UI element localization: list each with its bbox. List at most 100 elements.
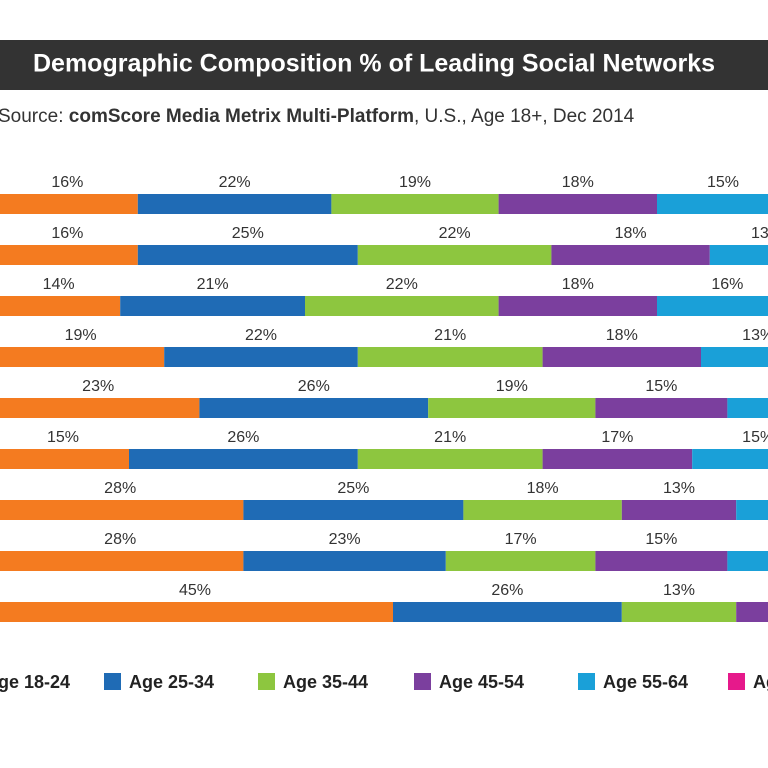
bar-segment [498,194,657,214]
bar-segment [727,398,768,418]
data-label: 21% [434,429,466,446]
bar-segment [692,449,768,469]
bar-segment [727,551,768,571]
bar-segment [709,245,768,265]
bar-segment [331,194,499,214]
bar-segment [357,245,552,265]
legend-label: Age 45-54 [439,672,524,692]
bar-segment [0,602,393,622]
data-label: 23% [329,531,361,548]
data-label: 18% [562,276,594,293]
bar-segment [428,398,596,418]
bar-segment [498,296,657,316]
data-label: 26% [298,378,330,395]
data-label: 15% [47,429,79,446]
legend-swatch [578,673,595,690]
data-label: 13% [663,480,695,497]
title-band [0,40,768,90]
data-label: 16% [711,276,743,293]
source-label: Source: [0,106,63,127]
legend-label: ge 18-24 [0,672,70,692]
legend-label: Age 35-44 [283,672,368,692]
bar-segment [0,449,129,469]
bar-segment [701,347,768,367]
bar-segment [305,296,499,316]
bar-segment [445,551,596,571]
data-label: 13% [751,225,768,242]
bar-segment [137,245,358,265]
bar-segment [0,500,244,520]
data-label: 25% [232,225,264,242]
bar-segment [137,194,332,214]
bar-segment [0,245,138,265]
data-label: 15% [742,429,768,446]
legend-swatch [104,673,121,690]
bar-segment [595,398,728,418]
data-label: 18% [562,174,594,191]
chart-title: Demographic Composition % of Leading Soc… [33,50,715,78]
data-label: 45% [179,582,211,599]
data-label: 19% [65,327,97,344]
data-label: 22% [439,225,471,242]
legend-swatch [258,673,275,690]
bar-segment [393,602,622,622]
data-label: 15% [645,378,677,395]
bar-segment [542,347,701,367]
data-label: 18% [606,327,638,344]
bar-segment [243,551,446,571]
data-label: 28% [104,480,136,497]
bar-segment [357,347,543,367]
source-detail: , U.S., Age 18+, Dec 2014 [414,106,635,127]
bar-segment [129,449,358,469]
bar-segment [595,551,728,571]
data-label: 16% [51,174,83,191]
bar-segment [463,500,622,520]
bar-segment [542,449,693,469]
data-label: 18% [527,480,559,497]
bar-segment [0,347,165,367]
data-label: 19% [399,174,431,191]
data-label: 19% [496,378,528,395]
data-label: 26% [227,429,259,446]
data-label: 17% [505,531,537,548]
data-label: 15% [707,174,739,191]
data-label: 16% [51,225,83,242]
data-label: 14% [43,276,75,293]
bar-segment [551,245,710,265]
bar-segment [621,602,737,622]
data-label: 21% [197,276,229,293]
bar-segment [0,398,200,418]
bar-segment [621,500,737,520]
legend-swatch [414,673,431,690]
data-label: 26% [491,582,523,599]
bar-segment [0,551,244,571]
source: Source: comScore Media Metrix Multi-Plat… [0,106,635,127]
data-label: 13% [742,327,768,344]
bar-segment [736,500,768,520]
bar-segment [657,194,768,214]
data-label: 17% [601,429,633,446]
data-label: 23% [82,378,114,395]
bar-segment [243,500,464,520]
data-label: 22% [245,327,277,344]
data-label: 22% [386,276,418,293]
legend-swatch [728,673,745,690]
source-name: comScore Media Metrix Multi-Platform [69,106,414,127]
bar-segment [657,296,768,316]
data-label: 28% [104,531,136,548]
legend-label: Ag [753,672,768,692]
bar-segment [164,347,358,367]
data-label: 13% [663,582,695,599]
data-label: 21% [434,327,466,344]
bar-segment [736,602,768,622]
bar-segment [120,296,305,316]
bar-segment [0,296,121,316]
data-label: 22% [219,174,251,191]
data-label: 15% [645,531,677,548]
bar-segment [357,449,543,469]
bar-segment [0,194,138,214]
data-label: 25% [337,480,369,497]
legend-label: Age 55-64 [603,672,688,692]
bar-segment [199,398,429,418]
